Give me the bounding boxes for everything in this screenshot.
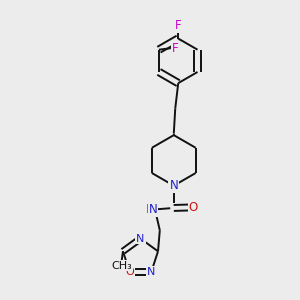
Text: N: N bbox=[147, 267, 155, 277]
Text: O: O bbox=[188, 201, 198, 214]
Text: F: F bbox=[175, 19, 181, 32]
Text: N: N bbox=[169, 179, 178, 192]
Text: CH₃: CH₃ bbox=[111, 261, 132, 271]
Text: H: H bbox=[146, 203, 154, 216]
Text: F: F bbox=[172, 42, 178, 55]
Text: N: N bbox=[149, 203, 158, 216]
Text: O: O bbox=[125, 267, 134, 277]
Text: N: N bbox=[136, 234, 145, 244]
